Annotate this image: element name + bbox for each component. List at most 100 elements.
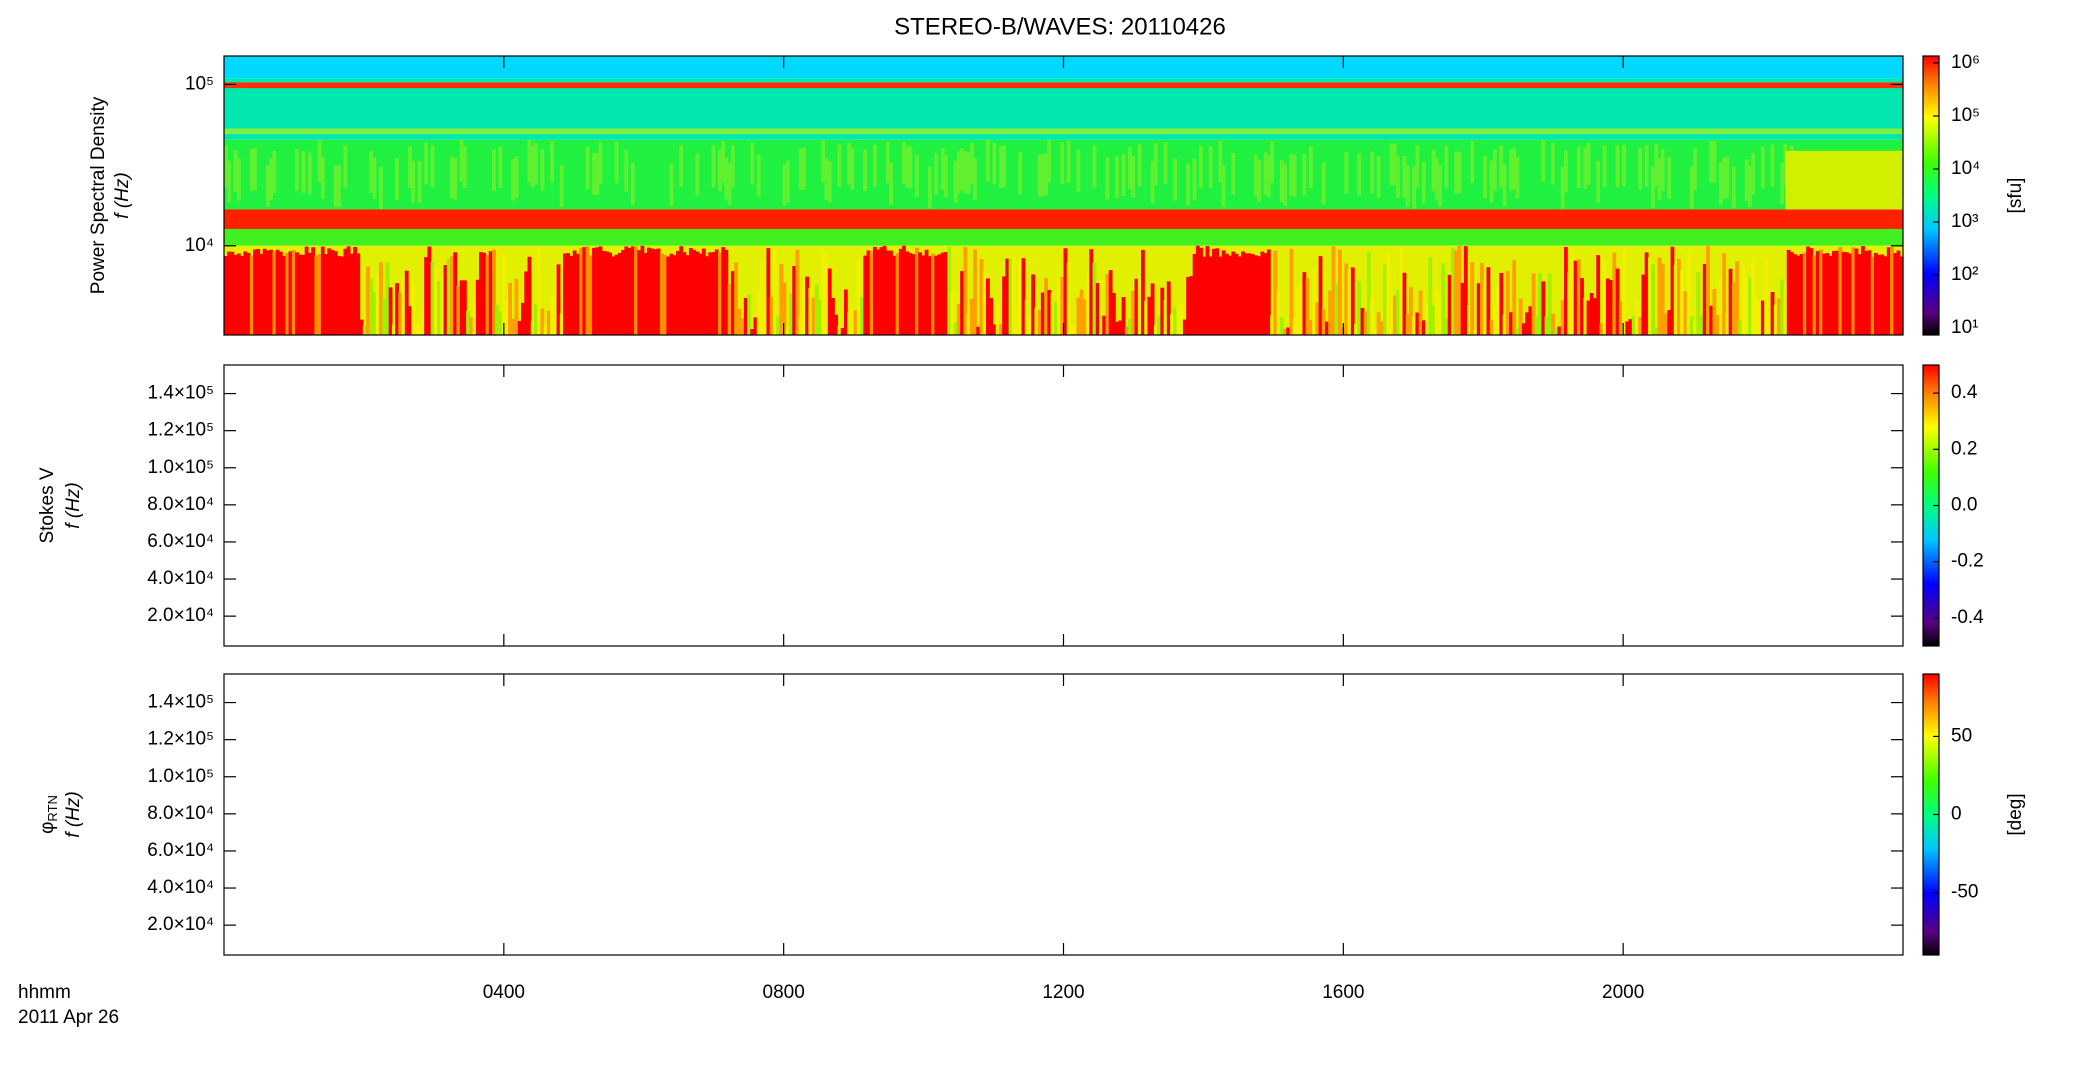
spectrogram-strip	[1438, 164, 1442, 207]
spectrogram-strip	[524, 271, 529, 335]
spectrogram-strip	[1321, 308, 1326, 335]
spectrogram-strip	[530, 145, 535, 188]
spectrogram-strip	[230, 251, 235, 335]
spectrogram-strip	[262, 248, 267, 335]
spectrogram-strip	[1273, 250, 1278, 335]
spectrogram-strip	[643, 252, 648, 335]
spectrogram-strip	[1499, 145, 1504, 188]
spectrogram-strip	[1208, 256, 1213, 335]
spectrogram-strip	[705, 256, 709, 335]
spectrogram-strip	[227, 251, 232, 335]
spectrogram-strip	[1315, 302, 1320, 335]
spectrogram-strip	[301, 151, 306, 193]
spectrogram-strip	[1470, 141, 1475, 183]
spectrogram-strip	[837, 325, 842, 335]
spectrogram-strip	[734, 262, 738, 335]
spectrogram-strip	[969, 298, 974, 335]
spectrogram-strip	[1192, 158, 1197, 201]
spectrogram-strip	[1525, 312, 1530, 335]
spectrogram-strip	[1005, 258, 1010, 335]
spectrogram-strip	[940, 147, 945, 190]
spectrogram-strip	[1844, 252, 1849, 335]
y-axis-label: f (Hz)	[63, 482, 84, 528]
spectrogram-strip	[1883, 256, 1888, 335]
spectrogram-strip	[1593, 298, 1597, 335]
spectrogram-strip	[679, 145, 684, 188]
spectrogram-strip	[1218, 256, 1223, 335]
spectrogram-strip	[466, 310, 470, 335]
spectrogram-strip	[1115, 321, 1119, 335]
spectrogram-strip	[285, 252, 290, 335]
spectrogram-strip	[634, 246, 638, 335]
spectrogram-strip	[1237, 256, 1242, 335]
spectrogram-strip	[1492, 149, 1497, 192]
spectrogram-strip	[1153, 325, 1158, 335]
spectrogram-strip	[679, 246, 684, 335]
spectrogram-strip	[291, 250, 296, 335]
spectrogram-strip	[902, 245, 906, 335]
spectrogram-strip	[1873, 252, 1878, 335]
spectrogram-strip	[1547, 273, 1552, 335]
spectrogram-strip	[1709, 140, 1714, 183]
spectrogram-strip	[1034, 307, 1039, 335]
spectrogram-strip	[240, 256, 244, 335]
spectrogram-strip	[1176, 306, 1181, 335]
spectrogram-strip	[624, 246, 629, 335]
spectrogram-strip	[1276, 291, 1281, 335]
spectrogram-strip	[1760, 300, 1765, 335]
spectrogram-strip	[785, 327, 790, 335]
spectrogram-strip	[1024, 299, 1029, 335]
spectrogram-strip	[572, 250, 577, 335]
spectrogram-strip	[1408, 287, 1413, 335]
spectrogram-strip	[1896, 250, 1901, 335]
spectrogram-strip	[1186, 163, 1191, 206]
spectrogram-strip	[1722, 157, 1727, 200]
spectrogram-strip	[1851, 247, 1856, 335]
spectrogram-strip	[395, 158, 399, 201]
spectrogram-strip	[327, 248, 332, 335]
spectrogram-strip	[372, 292, 377, 335]
spectrogram-strip	[1492, 306, 1497, 335]
spectrogram-strip	[1515, 156, 1520, 199]
spectrogram-strip	[1069, 326, 1074, 335]
spectrogram-strip	[1741, 265, 1746, 335]
spectrogram-strip	[1644, 252, 1649, 335]
spectrogram-strip	[1486, 267, 1491, 335]
spectrogram-strip	[1060, 141, 1065, 184]
spectrogram-strip	[411, 161, 416, 204]
spectrogram-strip	[1780, 279, 1785, 335]
spectrogram-strip	[1231, 153, 1236, 195]
spectrogram-strip	[317, 139, 322, 182]
spectrogram-strip	[1015, 306, 1019, 335]
spectrogram-strip	[721, 141, 726, 184]
spectrogram-strip	[1199, 146, 1203, 188]
spectrogram-strip	[1396, 290, 1400, 335]
spectrogram-strip	[1557, 326, 1562, 335]
spectrogram-strip	[1809, 248, 1814, 335]
spectrogram-strip	[676, 250, 680, 335]
spectrogram-strip	[1725, 311, 1730, 335]
spectrogram-strip	[1428, 257, 1433, 335]
spectrogram-strip	[944, 155, 948, 197]
spectrogram-strip	[527, 256, 532, 335]
spectrogram-strip	[998, 146, 1003, 189]
spectrogram-strip	[1044, 153, 1048, 196]
spectrogram-strip	[1748, 276, 1752, 335]
spectrogram-strip	[698, 253, 703, 335]
spectrogram-strip	[1460, 283, 1465, 335]
spectrogram-strip	[1806, 246, 1810, 335]
spectrogram-strip	[1544, 316, 1549, 335]
spectrogram-strip	[1551, 142, 1555, 185]
spectrogram-strip	[1415, 145, 1420, 188]
spectrogram-strip	[1654, 144, 1659, 187]
spectrogram-strip	[1373, 328, 1378, 335]
spectrogram-strip	[362, 325, 367, 335]
spectrogram-strip	[843, 289, 848, 335]
spectrogram-strip	[986, 139, 990, 182]
spectrogram-strip	[1066, 262, 1071, 335]
spectrogram-strip	[1822, 253, 1827, 335]
spectrogram-strip	[1867, 250, 1872, 335]
spectrogram-strip	[1292, 155, 1297, 197]
spectrogram-strip	[701, 248, 706, 335]
spectrogram-strip	[514, 156, 519, 198]
